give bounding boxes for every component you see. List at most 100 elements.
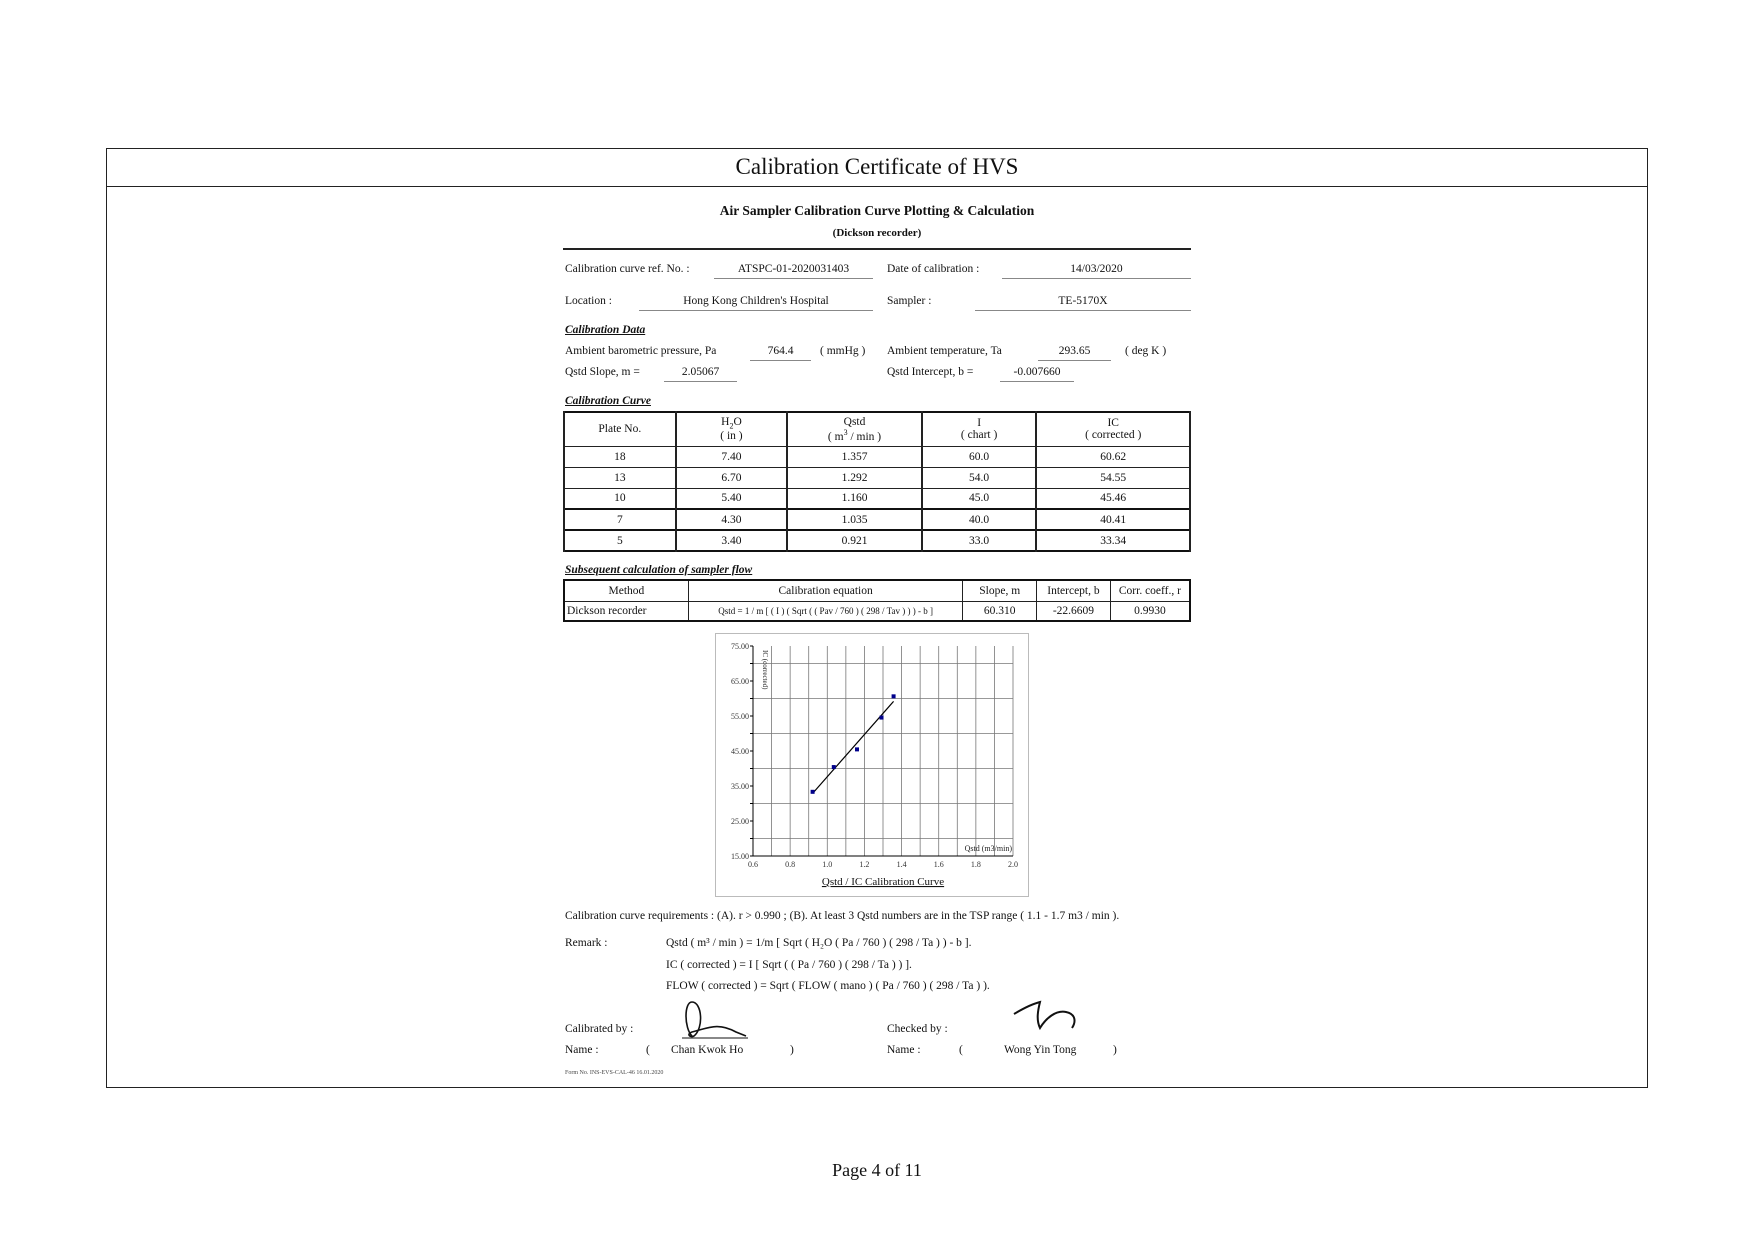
calibration-chart: 15.00 25.00 35.00 45.00 55.00 65.00 75.00 0.6 0.…: [715, 633, 1029, 897]
y-tick-label: 35.00: [731, 782, 749, 791]
table-cell: 54.55: [1035, 466, 1191, 489]
header-intercept: Intercept, b: [1036, 579, 1111, 602]
table-cell: 5.40: [674, 487, 789, 510]
y-tick-label: 15.00: [731, 852, 749, 861]
table-cell: 40.0: [920, 508, 1038, 531]
table-cell: 1.035: [786, 508, 923, 531]
subsequent-heading: Subsequent calculation of sampler flow: [565, 564, 753, 576]
requirements-text: Calibration curve requirements : (A). r …: [565, 910, 1120, 922]
x-axis-label: Qstd (m3/min): [965, 844, 1013, 853]
header-corr: Corr. coeff., r: [1109, 579, 1191, 602]
sampler-label: Sampler :: [887, 295, 932, 307]
header-method: Method: [563, 579, 689, 602]
table-cell: 33.0: [920, 529, 1038, 552]
table-cell: 45.46: [1035, 487, 1191, 510]
date-value: 14/03/2020: [1002, 262, 1191, 279]
location-label: Location :: [565, 295, 612, 307]
header-ic: IC( corrected ): [1035, 411, 1191, 447]
table-row: 7 4.30 1.035 40.0 40.41: [563, 508, 1191, 531]
heading-rule: [563, 248, 1191, 250]
y-tick-label: 65.00: [731, 677, 749, 686]
cell-corr: 0.9930: [1109, 600, 1191, 622]
checked-by-label: Checked by :: [887, 1023, 948, 1035]
table-cell: 1.160: [786, 487, 923, 510]
calibrator-name-label: Name :: [565, 1044, 599, 1056]
form-heading: Air Sampler Calibration Curve Plotting &…: [719, 203, 1035, 218]
checker-name: Wong Yin Tong: [1004, 1044, 1077, 1056]
cell-method: Dickson recorder: [563, 600, 689, 622]
cell-slope: 60.310: [962, 600, 1038, 622]
table-cell: 33.34: [1035, 529, 1191, 552]
x-tick-label: 2.0: [1008, 860, 1018, 869]
close-paren: ): [790, 1044, 794, 1056]
table-cell: 60.0: [920, 445, 1038, 468]
table-cell: 4.30: [674, 508, 789, 531]
remark-line-2: IC ( corrected ) = I [ Sqrt ( ( Pa / 760…: [666, 959, 912, 971]
data-point: [879, 715, 884, 720]
remark-line-1: Qstd ( m³ / min ) = 1/m [ Sqrt ( H₂O ( P…: [666, 937, 972, 949]
y-tick-label: 55.00: [731, 712, 749, 721]
form-number: Form No. INS-EVS-CAL-46 16.01.2020: [565, 1070, 664, 1076]
calibration-curve-heading: Calibration Curve: [565, 395, 651, 407]
intercept-value: -0.007660: [1000, 365, 1074, 382]
table-cell: 10: [563, 487, 677, 510]
header-qstd: Qstd( m3 / min ): [786, 411, 923, 447]
data-point: [855, 747, 859, 752]
location-value: Hong Kong Children's Hospital: [639, 294, 873, 311]
slope-label: Qstd Slope, m =: [565, 366, 640, 378]
y-tick-label: 25.00: [731, 817, 749, 826]
data-point: [891, 694, 896, 699]
page-number: Page 4 of 11: [832, 1160, 922, 1180]
table-cell: 60.62: [1035, 445, 1191, 468]
sampler-flow-table: Method Calibration equation Slope, m Int…: [563, 579, 1191, 622]
table-cell: 45.0: [920, 487, 1038, 510]
x-tick-label: 0.8: [785, 860, 795, 869]
x-tick-label: 1.4: [897, 860, 907, 869]
date-label: Date of calibration :: [887, 263, 980, 275]
close-paren: ): [1113, 1044, 1117, 1056]
cell-equation: Qstd = 1 / m [ ( I ) ( Sqrt ( ( Pav / 76…: [687, 600, 964, 622]
fit-line: [812, 700, 895, 794]
table-cell: 3.40: [674, 529, 789, 552]
ref-label: Calibration curve ref. No. :: [565, 263, 690, 275]
ta-value: 293.65: [1038, 344, 1111, 361]
form-subheading: (Dickson recorder): [832, 227, 922, 239]
header-h2o: H2O( in ): [674, 411, 789, 447]
remark-label: Remark :: [565, 937, 608, 949]
table-cell: 1.292: [786, 466, 923, 489]
table-cell: 7.40: [674, 445, 789, 468]
x-tick-label: 1.0: [822, 860, 832, 869]
data-point: [810, 789, 815, 794]
table-header-row: Method Calibration equation Slope, m Int…: [563, 579, 1191, 602]
table-header-row: Plate No. H2O( in ) Qstd( m3 / min ) I( …: [563, 411, 1191, 447]
checker-name-label: Name :: [887, 1044, 921, 1056]
intercept-label: Qstd Intercept, b =: [887, 366, 974, 378]
certificate-frame: [106, 148, 1648, 1088]
remark-line-3: FLOW ( corrected ) = Sqrt ( FLOW ( mano …: [666, 980, 990, 992]
y-tick-label: 75.00: [731, 642, 749, 651]
table-cell: 54.0: [920, 466, 1038, 489]
calibration-data-heading: Calibration Data: [565, 324, 646, 336]
ta-unit: ( deg K ): [1125, 345, 1167, 357]
y-tick-label: 45.00: [731, 747, 749, 756]
open-paren: (: [959, 1044, 963, 1056]
y-axis-label: IC (corrected): [761, 650, 769, 690]
table-cell: 1.357: [786, 445, 923, 468]
chart-svg: 15.00 25.00 35.00 45.00 55.00 65.00 75.00 0.6 0.…: [731, 642, 1018, 888]
open-paren: (: [646, 1044, 650, 1056]
table-row: 13 6.70 1.292 54.0 54.55: [563, 466, 1191, 489]
chart-title: Qstd / IC Calibration Curve: [822, 876, 944, 888]
table-row: 5 3.40 0.921 33.0 33.34: [563, 529, 1191, 552]
calibrator-signature: [682, 1001, 748, 1039]
header-plate: Plate No.: [563, 411, 677, 447]
table-cell: 40.41: [1035, 508, 1191, 531]
table-row: Dickson recorder Qstd = 1 / m [ ( I ) ( …: [563, 600, 1191, 622]
header-equation: Calibration equation: [687, 579, 964, 602]
ta-label: Ambient temperature, Ta: [887, 345, 1002, 357]
certificate-title: Calibration Certificate of HVS: [106, 148, 1648, 187]
pa-label: Ambient barometric pressure, Pa: [565, 345, 717, 357]
table-cell: 0.921: [786, 529, 923, 552]
table-cell: 7: [563, 508, 677, 531]
header-slope: Slope, m: [962, 579, 1038, 602]
x-tick-label: 1.6: [934, 860, 944, 869]
